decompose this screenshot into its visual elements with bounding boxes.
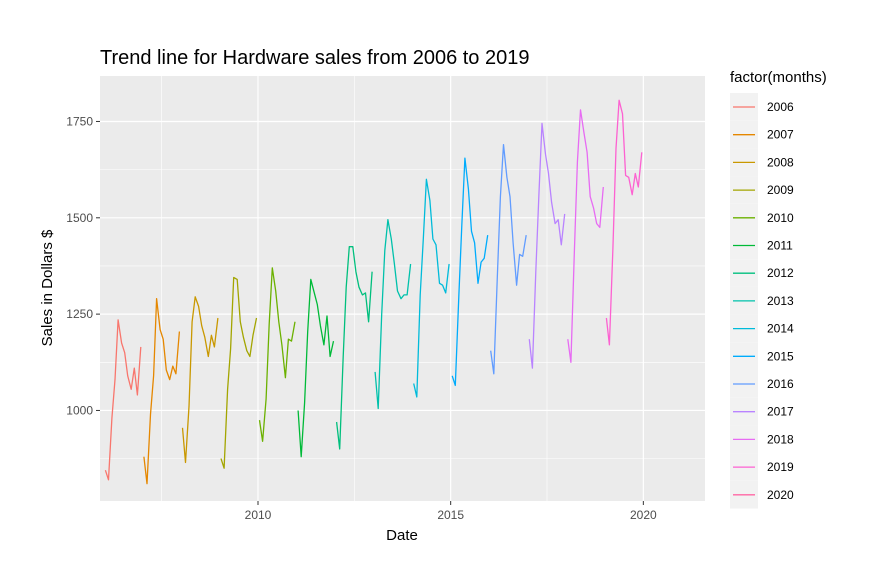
series-line-2018 <box>567 109 604 363</box>
series-line-2015 <box>451 157 489 387</box>
series-line-2016 <box>490 143 527 375</box>
series-line-2014 <box>413 178 450 398</box>
series-line-2007 <box>143 298 181 485</box>
legend-label-2017: 2017 <box>767 405 794 419</box>
y-tick-label: 1750 <box>66 114 93 128</box>
legend-label-2010: 2010 <box>767 211 794 225</box>
series-line-2013 <box>374 219 412 410</box>
x-tick-label: 2020 <box>630 508 657 522</box>
series-line-2006 <box>104 319 142 481</box>
legend-label-2020: 2020 <box>767 488 794 502</box>
x-tick-label: 2010 <box>245 508 272 522</box>
legend-label-2015: 2015 <box>767 349 794 363</box>
legend-label-2019: 2019 <box>767 460 794 474</box>
y-tick-label: 1000 <box>66 403 93 417</box>
legend-label-2009: 2009 <box>767 183 794 197</box>
series-line-2017 <box>528 122 566 369</box>
legend-label-2016: 2016 <box>767 377 794 391</box>
series-line-2012 <box>335 246 373 450</box>
y-axis-label: Sales in Dollars $ <box>39 229 56 346</box>
legend-label-2007: 2007 <box>767 128 794 142</box>
legend-label-2008: 2008 <box>767 155 794 169</box>
legend-items: 2006 2007 2008 2009 2010 2011 2012 2013 2014 2015… <box>730 93 794 509</box>
legend-label-2011: 2011 <box>767 239 793 253</box>
gridlines <box>100 76 705 501</box>
x-axis-label: Date <box>386 527 418 544</box>
legend-label-2012: 2012 <box>767 266 794 280</box>
series-line-2008 <box>181 296 219 464</box>
legend-label-2014: 2014 <box>767 322 794 336</box>
series-line-2011 <box>297 278 335 458</box>
axis-ticks: 2010 2015 2020 1000 1250 1500 1750 <box>66 114 657 522</box>
legend-title: factor(months) <box>730 69 827 86</box>
legend-label-2018: 2018 <box>767 432 794 446</box>
y-tick-label: 1250 <box>66 307 93 321</box>
y-tick-label: 1500 <box>66 211 93 225</box>
series-layer <box>104 99 643 485</box>
series-line-2009 <box>220 276 258 469</box>
chart-title: Trend line for Hardware sales from 2006 … <box>100 47 529 69</box>
legend-label-2006: 2006 <box>767 100 794 114</box>
series-line-2010 <box>258 267 296 442</box>
legend-label-2013: 2013 <box>767 294 794 308</box>
series-line-2019 <box>605 99 643 346</box>
x-tick-label: 2015 <box>437 508 464 522</box>
plot-panel <box>100 76 705 501</box>
legend: factor(months) 2006200720082009201020112… <box>730 69 827 509</box>
